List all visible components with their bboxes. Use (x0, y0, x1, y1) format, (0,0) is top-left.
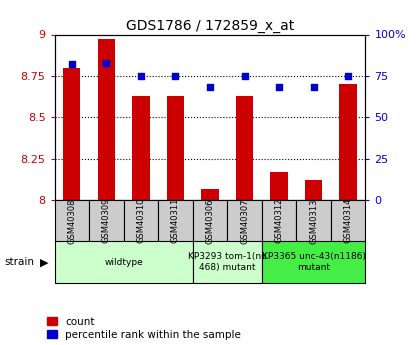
Point (276, 85, 282, 90)
Text: GSM40312: GSM40312 (275, 198, 284, 244)
Text: GSM40306: GSM40306 (205, 198, 215, 244)
Bar (305, 180, 322, 200)
Text: GSM40314: GSM40314 (344, 198, 353, 244)
Text: GSM40310: GSM40310 (136, 198, 145, 244)
Bar (98, 39, 115, 200)
Point (138, 73, 144, 79)
Legend: count, percentile rank within the sample: count, percentile rank within the sample (47, 317, 241, 340)
Point (103, 60, 110, 66)
Point (310, 85, 317, 90)
Text: GSM40309: GSM40309 (102, 198, 111, 244)
Point (345, 73, 352, 79)
Bar (132, 96, 150, 200)
Text: GSM40307: GSM40307 (240, 198, 249, 244)
Point (172, 73, 179, 79)
Text: ▶: ▶ (40, 257, 48, 267)
Text: strain: strain (4, 257, 34, 267)
Bar (167, 96, 184, 200)
Text: wildtype: wildtype (104, 258, 143, 267)
Point (241, 73, 248, 79)
Title: GDS1786 / 172859_x_at: GDS1786 / 172859_x_at (126, 19, 294, 33)
Bar (201, 188, 219, 200)
Point (68, 61, 75, 67)
Text: GSM40308: GSM40308 (67, 198, 76, 244)
Text: GSM40311: GSM40311 (171, 198, 180, 244)
Text: KP3293 tom-1(nu
468) mutant: KP3293 tom-1(nu 468) mutant (188, 253, 267, 272)
Bar (236, 96, 253, 200)
Point (207, 85, 213, 90)
Bar (63, 68, 81, 200)
Text: GSM40313: GSM40313 (309, 198, 318, 244)
Bar (339, 84, 357, 200)
Bar (270, 172, 288, 200)
Text: KP3365 unc-43(n1186)
mutant: KP3365 unc-43(n1186) mutant (262, 253, 365, 272)
